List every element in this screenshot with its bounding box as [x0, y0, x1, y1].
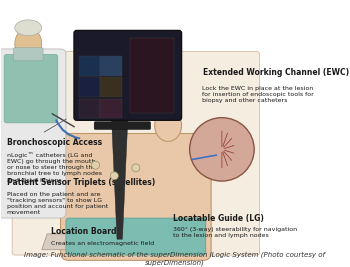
- FancyBboxPatch shape: [12, 52, 260, 255]
- FancyBboxPatch shape: [4, 54, 58, 123]
- Circle shape: [132, 164, 140, 172]
- Text: Location Board: Location Board: [51, 227, 117, 236]
- Circle shape: [91, 161, 99, 169]
- Text: nLogic™ catheters (LG and
EWC) go through the mouth
or nose to steer through the: nLogic™ catheters (LG and EWC) go throug…: [7, 152, 102, 183]
- Text: 360° (3-way) steerability for navigation
to the lesion and lymph nodes: 360° (3-way) steerability for navigation…: [174, 227, 298, 238]
- FancyBboxPatch shape: [0, 49, 66, 218]
- FancyBboxPatch shape: [61, 134, 211, 260]
- Text: Image: Functional schematic of the superDimension iLogic System (Photo courtesy : Image: Functional schematic of the super…: [25, 252, 326, 266]
- Text: Lock the EWC in place at the lesion
for insertion of endoscopic tools for
biopsy: Lock the EWC in place at the lesion for …: [202, 86, 314, 103]
- Ellipse shape: [15, 20, 42, 36]
- Circle shape: [110, 172, 118, 180]
- Text: Locatable Guide (LG): Locatable Guide (LG): [174, 214, 264, 223]
- Ellipse shape: [155, 110, 182, 142]
- FancyBboxPatch shape: [100, 77, 121, 97]
- FancyBboxPatch shape: [79, 77, 100, 97]
- FancyBboxPatch shape: [79, 99, 100, 118]
- FancyBboxPatch shape: [14, 48, 43, 61]
- Polygon shape: [112, 120, 128, 239]
- FancyBboxPatch shape: [94, 121, 150, 129]
- Circle shape: [190, 118, 254, 181]
- FancyBboxPatch shape: [100, 56, 121, 76]
- Text: Patient Sensor Triplets (satellites): Patient Sensor Triplets (satellites): [7, 178, 155, 187]
- FancyBboxPatch shape: [74, 30, 182, 120]
- Text: Placed on the patient and are
"tracking sensors" to show LG
position and account: Placed on the patient and are "tracking …: [7, 192, 108, 215]
- Polygon shape: [42, 234, 163, 250]
- FancyBboxPatch shape: [79, 56, 100, 76]
- FancyBboxPatch shape: [130, 38, 174, 113]
- Text: Extended Working Channel (EWC): Extended Working Channel (EWC): [203, 68, 349, 77]
- Text: Creates an electromagnetic field: Creates an electromagnetic field: [51, 241, 154, 246]
- FancyBboxPatch shape: [66, 218, 206, 255]
- FancyBboxPatch shape: [100, 99, 121, 118]
- Text: Bronchoscopic Access: Bronchoscopic Access: [7, 138, 102, 147]
- Ellipse shape: [15, 28, 42, 60]
